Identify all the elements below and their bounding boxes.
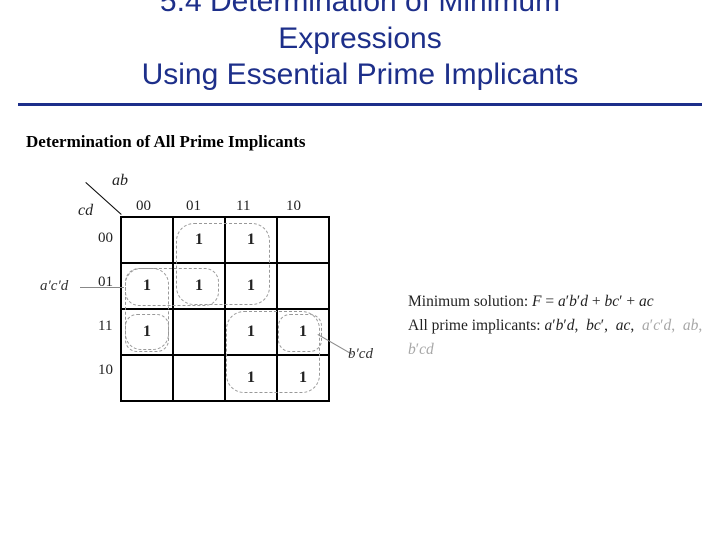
cell-3-3: 1 [277,355,329,401]
cell-2-0: 1 [121,309,173,355]
kmap-col-00: 00 [136,198,151,215]
kmap-row-10: 10 [98,362,113,379]
cell-3-0 [121,355,173,401]
kmap-col-var: ab [112,172,128,190]
kmap-col-10: 10 [286,198,301,215]
solution-notes: Minimum solution: F = a′b′d + bc′ + ac A… [408,290,720,362]
cell-0-0 [121,217,173,263]
subheading: Determination of All Prime Implicants [22,130,310,154]
kmap-row-11: 11 [98,318,112,335]
cell-1-3 [277,263,329,309]
cell-0-2: 1 [225,217,277,263]
cell-2-3: 1 [277,309,329,355]
kmap-grid: 1 1 1 1 1 1 1 1 1 1 [120,216,330,402]
cell-0-1: 1 [173,217,225,263]
kmap-col-01: 01 [186,198,201,215]
all-pi-prefix: All prime implicants: [408,317,544,334]
title-line-1: 5.4 Determination of Minimum [0,0,720,21]
cell-1-2: 1 [225,263,277,309]
callout-right: b′cd [348,346,373,363]
cell-2-1 [173,309,225,355]
cell-2-2: 1 [225,309,277,355]
kmap-col-11: 11 [236,198,250,215]
callout-left: a′c′d [40,278,68,295]
callout-left-line [80,287,124,288]
kmap-row-var: cd [78,202,93,220]
cell-1-0: 1 [121,263,173,309]
title-rule [18,103,702,106]
kmap-row-01: 01 [98,274,113,291]
cell-0-3 [277,217,329,263]
min-solution-prefix: Minimum solution: [408,293,532,310]
title-line-3: Using Essential Prime Implicants [0,57,720,94]
title-line-2: Expressions [0,21,720,58]
all-pi-line: All prime implicants: a′b′d, bc′, ac, a′… [408,314,720,362]
kmap-row-00: 00 [98,230,113,247]
cell-3-1 [173,355,225,401]
cell-3-2: 1 [225,355,277,401]
kmap-figure: ab cd 00 01 11 10 00 01 11 10 1 1 1 1 1 … [46,174,376,444]
min-solution-line: Minimum solution: F = a′b′d + bc′ + ac [408,290,720,314]
cell-1-1: 1 [173,263,225,309]
slide-title: 5.4 Determination of Minimum Expressions… [0,0,720,94]
